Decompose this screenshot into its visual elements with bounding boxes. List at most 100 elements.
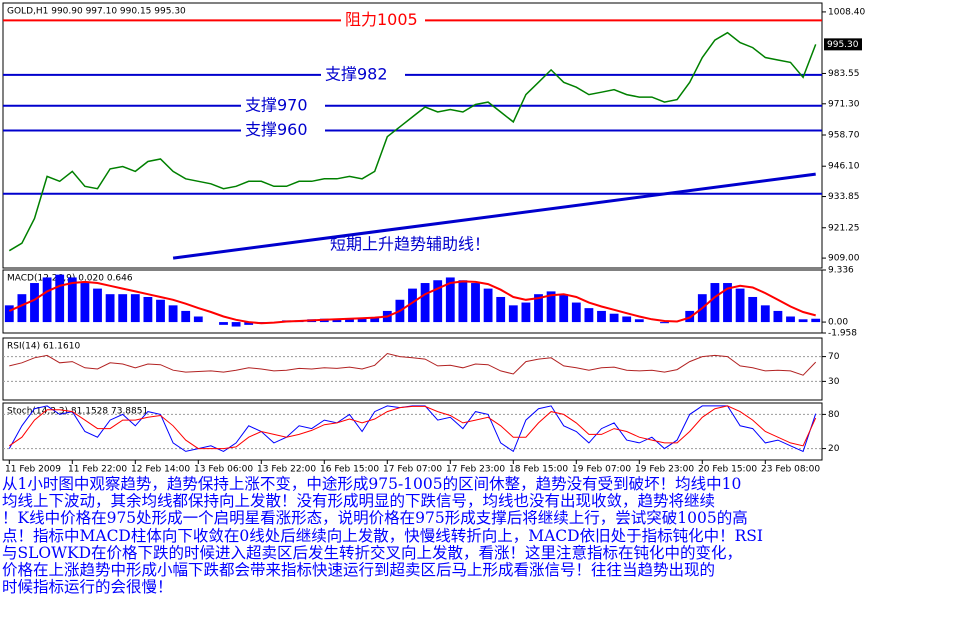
y-tick-label: 0.00 <box>828 318 848 328</box>
commentary-line: 价格在上涨趋势中形成小幅下跌都会带来指标快速运行到超卖区后马上形成看涨信号！往往… <box>2 561 716 580</box>
macd-bar <box>622 316 632 323</box>
y-tick-label: 909.00 <box>828 254 860 264</box>
x-tick-label: 17 Feb 07:00 <box>383 465 442 475</box>
macd-bar <box>584 308 594 323</box>
commentary-line: 点！指标中MACD柱体向下收敛在0线处后继续向上发散，快慢线转折向上，MACD依… <box>2 526 763 545</box>
macd-bar <box>156 299 165 323</box>
macd-bar <box>445 277 455 323</box>
macd-bar <box>4 305 14 323</box>
macd-bar <box>634 319 644 323</box>
y-tick-label: 933.85 <box>828 192 860 202</box>
macd-bar <box>811 318 821 323</box>
macd-bar <box>798 319 808 323</box>
macd-bar <box>609 313 619 323</box>
macd-bar <box>748 296 758 323</box>
macd-bar <box>483 288 493 323</box>
macd-bar <box>773 310 783 323</box>
macd-bar <box>660 322 669 324</box>
macd-bar <box>80 283 90 323</box>
panel-title: RSI(14) 61.1610 <box>7 342 80 352</box>
macd-bar <box>357 317 367 323</box>
macd-bar <box>17 294 27 323</box>
level-label: 支撑970 <box>245 95 308 114</box>
trend-label: 短期上升趋势辅助线！ <box>330 235 490 254</box>
y-tick-label: 958.70 <box>828 131 860 141</box>
y-tick-label: 971.30 <box>828 99 860 109</box>
macd-bar <box>735 288 745 323</box>
y-tick-label: 946.10 <box>828 162 860 172</box>
macd-bar <box>521 302 531 323</box>
label-bg <box>341 10 425 31</box>
x-tick-label: 13 Feb 06:00 <box>194 465 253 475</box>
macd-bar <box>181 310 191 323</box>
price-box <box>824 38 862 51</box>
macd-bar <box>105 294 115 323</box>
x-tick-label: 23 Feb 08:00 <box>761 465 820 475</box>
y-tick-label: 70 <box>828 352 840 362</box>
macd-bar <box>508 305 518 323</box>
indicator-line <box>9 405 817 450</box>
macd-bar <box>458 280 468 323</box>
label-bg <box>241 95 325 116</box>
x-tick-label: 12 Feb 14:00 <box>131 465 190 475</box>
macd-bar <box>244 322 254 325</box>
commentary-line: 与SLOWKD在价格下跌的时候进入超卖区后发生转折交叉向上发散，看涨！这里注意指… <box>2 543 743 562</box>
commentary-line: 从1小时图中观察趋势，趋势保持上涨不变，中途形成975-1005的区间休整，趋势… <box>2 475 742 493</box>
macd-bar <box>67 277 77 323</box>
macd-bar <box>219 322 228 325</box>
macd-bar <box>143 296 153 323</box>
panel <box>2 337 823 401</box>
macd-bar <box>55 274 65 323</box>
macd-bar <box>345 318 354 323</box>
indicator-line <box>9 352 817 376</box>
commentary-line: 均线上下波动，其余均线都保持向上发散！没有形成明显的下跌信号，均线也没有出现收敛… <box>2 492 716 511</box>
label-bg <box>321 64 405 85</box>
commentary-line: ！K线中价格在975处形成一个启明星看涨形态，说明价格在975形成支撑后将继续上… <box>2 509 748 528</box>
signal-line <box>8 280 816 325</box>
macd-bar <box>130 294 140 323</box>
panel-title: Stoch(14,3,3) 81.1528 73.8851 <box>7 407 148 417</box>
macd-bar <box>42 277 52 323</box>
macd-bar <box>571 302 581 323</box>
macd-bar <box>420 283 430 323</box>
macd-bar <box>786 316 795 323</box>
panel-title: GOLD,H1 990.90 997.10 990.15 995.30 <box>7 7 186 17</box>
x-tick-label: 18 Feb 15:00 <box>509 465 568 475</box>
level-label: 支撑960 <box>245 120 308 139</box>
x-tick-label: 11 Feb 22:00 <box>68 465 127 475</box>
price-label: 995.30 <box>827 40 859 50</box>
x-tick-label: 16 Feb 15:00 <box>320 465 379 475</box>
macd-bar <box>723 283 732 323</box>
commentary-line: 时候指标运行的会很慢！ <box>2 578 173 597</box>
x-tick-label: 19 Feb 23:00 <box>635 465 694 475</box>
y-tick-label: 80 <box>828 410 840 420</box>
macd-bar <box>546 291 556 323</box>
x-tick-label: 17 Feb 23:00 <box>446 465 505 475</box>
trend-line <box>172 172 816 260</box>
y-tick-label: 20 <box>828 444 840 454</box>
y-tick-label: 1008.40 <box>828 7 865 17</box>
x-tick-label: 13 Feb 22:00 <box>257 465 316 475</box>
y-tick-label: 921.25 <box>828 223 860 233</box>
x-tick-label: 11 Feb 2009 <box>5 465 61 475</box>
macd-bar <box>496 296 506 323</box>
macd-bar <box>332 318 342 323</box>
panel <box>2 402 823 461</box>
macd-bar <box>710 283 720 323</box>
macd-bar <box>408 288 417 323</box>
macd-bar <box>559 294 569 323</box>
y-tick-label: 9.336 <box>828 266 854 276</box>
macd-bar <box>193 316 203 323</box>
commentary: 从1小时图中观察趋势，趋势保持上涨不变，中途形成975-1005的区间休整，趋势… <box>2 475 960 597</box>
price-line <box>8 31 817 252</box>
macd-bar <box>760 305 770 323</box>
x-tick-label: 19 Feb 07:00 <box>572 465 631 475</box>
macd-bar <box>93 288 102 323</box>
label-bg <box>241 120 325 141</box>
macd-bar <box>534 294 543 323</box>
y-tick-label: 983.55 <box>828 69 860 79</box>
macd-bar <box>433 280 443 323</box>
level-label: 支撑982 <box>325 64 388 83</box>
macd-bar <box>118 294 128 323</box>
